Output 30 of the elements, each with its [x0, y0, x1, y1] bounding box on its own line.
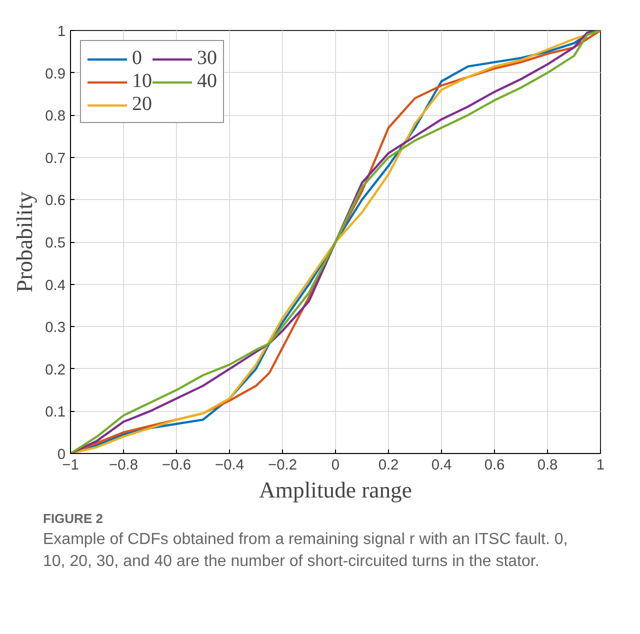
- x-tick-label: 0.2: [378, 458, 399, 474]
- y-tick-label: 0.3: [45, 320, 66, 336]
- x-axis-title: Amplitude range: [259, 478, 412, 502]
- legend-label: 20: [132, 93, 152, 116]
- x-tick-label: 0.8: [537, 458, 558, 474]
- y-tick-label: 0.9: [45, 66, 66, 82]
- y-tick-label: 1: [57, 24, 66, 40]
- legend-label: 10: [132, 70, 152, 93]
- x-tick-label: −0.2: [268, 458, 297, 474]
- text: Example of CDFs obtained from a remaining signal r with an ITSC fault. 0, 10, 20, 30, and 40 are the number of short-circuited turns in the stator.: [43, 530, 569, 572]
- y-tick-label: 0.6: [45, 193, 66, 210]
- y-axis-title: Probability: [12, 190, 38, 292]
- y-tick-label: 0.2: [45, 362, 66, 378]
- x-tick-label: 1: [596, 458, 605, 474]
- x-tick-label: −0.6: [162, 458, 191, 474]
- y-tick-label: 0.7: [45, 150, 66, 167]
- y-tick-label: 0.1: [45, 404, 66, 421]
- line-series: [70, 30, 600, 454]
- x-tick-label: 0: [331, 458, 340, 474]
- y-tick-label: 0.5: [45, 236, 66, 252]
- legend-label: 0: [132, 47, 143, 70]
- x-tick-label: −0.4: [215, 458, 244, 474]
- x-tick-label: 0.4: [431, 458, 452, 474]
- y-tick-label: 0.4: [45, 278, 66, 294]
- x-tick-label: 0.6: [484, 458, 505, 474]
- y-tick-label: 0.8: [45, 108, 66, 125]
- x-tick-label: −0.8: [109, 458, 138, 474]
- caption: FIGURE 2: [43, 510, 104, 528]
- legend-label: 40: [197, 70, 217, 93]
- legend-label: 30: [197, 47, 217, 70]
